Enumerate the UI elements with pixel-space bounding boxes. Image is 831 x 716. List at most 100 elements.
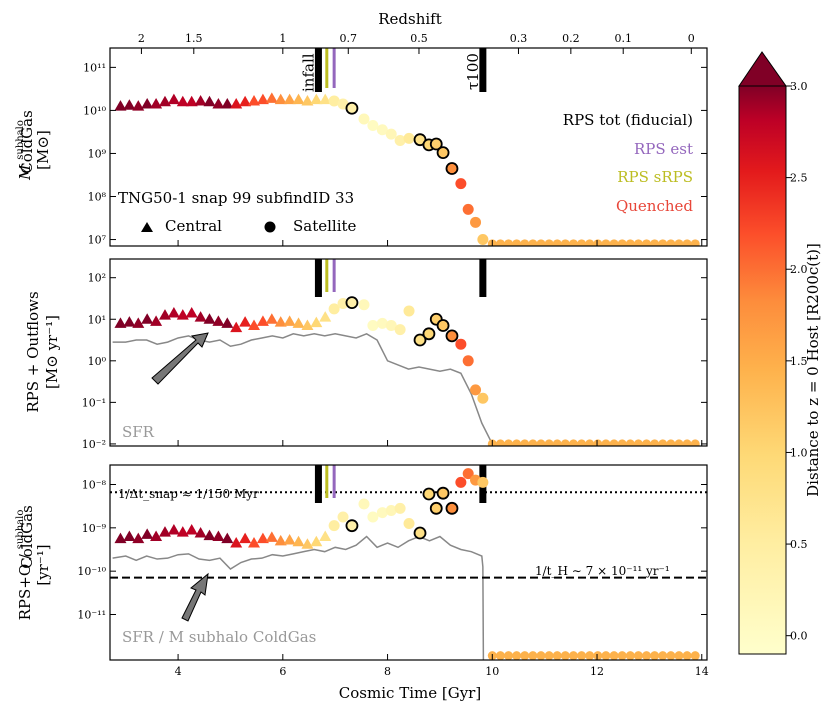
central-point	[265, 531, 278, 542]
sfr-arrow	[151, 332, 209, 385]
satellite-point	[385, 319, 397, 331]
central-point	[248, 319, 261, 330]
floor-point	[512, 439, 522, 446]
ylabel-panel1-sub: ColdGas	[18, 110, 36, 174]
satellite-point	[328, 520, 340, 532]
satellite-point	[477, 476, 489, 488]
satellite-point	[376, 507, 388, 519]
colorbar-tick-label: 2.5	[790, 172, 808, 185]
satellite-point	[376, 317, 388, 329]
plot-area	[114, 48, 700, 246]
top-tick-label: 0.5	[410, 32, 428, 45]
floor-point	[682, 239, 692, 246]
satellite-point	[367, 511, 379, 523]
central-point	[301, 319, 314, 330]
floor-point	[552, 651, 562, 660]
floor-point	[504, 439, 514, 446]
floor-point	[528, 239, 538, 246]
y-tick-label: 10⁷	[88, 234, 107, 247]
floor-point	[642, 651, 652, 660]
top-tick-label: 0	[688, 32, 695, 45]
central-point	[212, 530, 225, 541]
satellite-point	[328, 303, 340, 315]
top-axis-ticks: 2 1.5 1 0.7 0.5 0.3 0.2 0.1 0	[138, 32, 695, 54]
satellite-point	[394, 324, 406, 336]
satellite-point	[345, 101, 359, 115]
central-point	[292, 93, 305, 105]
x-tick-label: 14	[695, 665, 709, 678]
floor-point	[495, 439, 505, 446]
central-point	[265, 92, 278, 103]
floor-point	[617, 239, 627, 246]
satellite-point	[367, 319, 379, 331]
svg-text:M subhalo: M subhalo	[15, 120, 34, 181]
satellite-point	[455, 178, 467, 190]
central-point	[239, 532, 252, 544]
floor-point	[528, 651, 538, 660]
central-point	[274, 534, 287, 546]
floor-point	[593, 239, 603, 246]
floor-point	[520, 439, 530, 446]
satellite-point	[337, 511, 349, 523]
satellite-point	[429, 501, 443, 515]
floor-point	[544, 651, 554, 660]
ylabel-panel3-sub: ColdGas	[18, 505, 36, 569]
satellite-point	[477, 234, 489, 246]
ylabel-panel2-unit: [M⊙ yr⁻¹]	[43, 315, 61, 389]
panel-frame	[109, 47, 708, 247]
sfr-ratio-label: SFR / M subhalo ColdGas	[122, 628, 316, 646]
central-point	[132, 100, 145, 111]
galaxy-label: TNG50-1 snap 99 subfindID 33	[118, 189, 354, 207]
satellite-point	[477, 392, 489, 404]
satellite-point	[455, 338, 467, 350]
floor-point	[625, 439, 635, 446]
central-point	[167, 307, 180, 318]
central-point	[123, 316, 136, 327]
x-tick-label: 12	[590, 665, 604, 678]
central-point	[141, 313, 154, 324]
central-point	[265, 313, 278, 324]
ylabel-panel3-sup: subhalo	[15, 510, 26, 550]
floor-point	[601, 239, 611, 246]
ylabel-panel2-main: RPS + Outflows	[24, 291, 42, 412]
floor-point	[666, 239, 676, 246]
panel-rps-outflows: 10⁻² 10⁻¹ 10⁰ 10¹ 10² SFR	[82, 258, 708, 451]
colorbar-tick-label: 1.5	[790, 355, 808, 368]
legend-quenched: Quenched	[616, 197, 693, 215]
central-point	[221, 532, 234, 544]
floor-point	[617, 439, 627, 446]
satellite-point	[358, 113, 370, 125]
legend-rps-srps: RPS sRPS	[617, 168, 693, 186]
floor-point	[504, 239, 514, 246]
satellite-point	[345, 519, 359, 533]
satellite-point	[429, 137, 443, 151]
satellite-point	[358, 299, 370, 311]
satellite-point	[445, 501, 459, 515]
floor-point	[585, 651, 595, 660]
floor-point	[674, 651, 684, 660]
legend-rps-est: RPS est	[634, 140, 693, 158]
satellite-point	[376, 124, 388, 136]
central-point	[176, 95, 189, 107]
floor-point	[658, 239, 668, 246]
floor-point	[528, 439, 538, 446]
central-point	[141, 528, 154, 539]
rps-srps-marker	[325, 465, 329, 498]
central-point	[310, 316, 323, 328]
central-point	[114, 100, 127, 111]
central-point	[283, 533, 296, 545]
satellite-point	[394, 502, 406, 514]
central-point	[123, 99, 136, 110]
top-tick-label: 2	[138, 32, 145, 45]
colorbar-tick-label: 1.0	[790, 446, 808, 459]
floor-point	[495, 239, 505, 246]
central-point	[203, 95, 216, 107]
floor-point	[617, 651, 627, 660]
rps-est-marker	[332, 465, 336, 498]
central-point	[194, 94, 207, 106]
legend-central-label: Central	[165, 217, 222, 235]
floor-point	[601, 439, 611, 446]
satellite-point	[445, 162, 459, 175]
panel-rps-ratio: 10⁻¹¹ 10⁻¹⁰ 10⁻⁹ 10⁻⁸ 4 6 8 10 12 14 SFR / M subha…	[77, 464, 709, 678]
